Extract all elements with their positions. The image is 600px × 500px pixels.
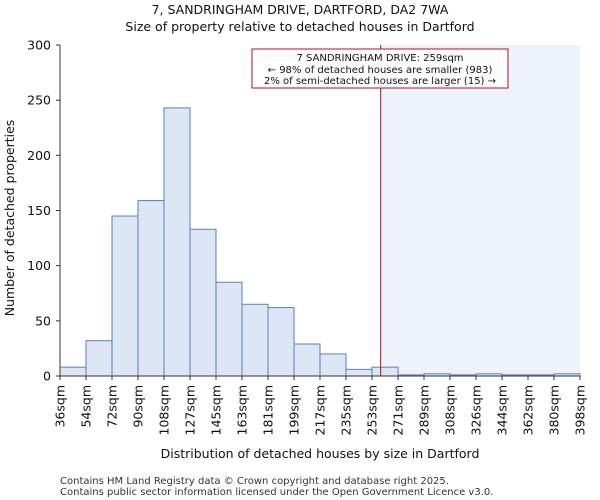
y-tick-label: 300 [27, 38, 51, 53]
x-tick-label: 253sqm [365, 385, 380, 435]
y-tick-label: 0 [43, 369, 51, 384]
footer-line-1: Contains HM Land Registry data © Crown c… [60, 476, 449, 487]
x-tick-label: 199sqm [287, 385, 302, 435]
histogram-bar [293, 343, 321, 377]
y-tick-label: 250 [27, 93, 51, 108]
x-tick-label: 380sqm [547, 385, 562, 435]
x-tick-label: 398sqm [573, 385, 588, 435]
histogram-bar [319, 353, 347, 377]
x-tick-label: 308sqm [443, 385, 458, 435]
footer-line-2: Contains public sector information licen… [60, 487, 493, 498]
x-tick-label: 145sqm [209, 385, 224, 435]
x-tick-label: 127sqm [183, 385, 198, 435]
histogram-bar [371, 366, 399, 377]
x-tick-label: 181sqm [261, 385, 276, 435]
x-tick-label: 289sqm [417, 385, 432, 435]
x-tick-label: 235sqm [339, 385, 354, 435]
annotation-line-2: ← 98% of detached houses are smaller (98… [268, 65, 493, 76]
histogram-bar [345, 368, 373, 377]
annotation-line-1: 7 SANDRINGHAM DRIVE: 259sqm [296, 53, 463, 64]
x-tick-label: 90sqm [131, 385, 146, 428]
chart-subtitle: Size of property relative to detached ho… [125, 19, 474, 34]
x-tick-label: 271sqm [391, 385, 406, 435]
x-tick-label: 163sqm [235, 385, 250, 435]
x-tick-label: 217sqm [313, 385, 328, 435]
y-tick-label: 50 [35, 313, 51, 328]
y-axis-label: Number of detached properties [2, 120, 17, 317]
histogram-bar [163, 107, 191, 377]
histogram-bar [189, 228, 217, 377]
histogram-bar [215, 281, 243, 377]
histogram-bar [111, 215, 139, 377]
histogram-bar [137, 200, 165, 377]
annotation-box: 7 SANDRINGHAM DRIVE: 259sqm ← 98% of det… [251, 48, 509, 89]
x-axis-label: Distribution of detached houses by size … [161, 446, 480, 461]
x-tick-label: 36sqm [53, 385, 68, 428]
y-tick-label: 100 [27, 258, 51, 273]
larger-region-shade [380, 45, 580, 376]
annotation-line-3: 2% of semi-detached houses are larger (1… [264, 76, 496, 87]
x-tick-label: 108sqm [157, 385, 172, 435]
histogram-bar [59, 366, 87, 377]
chart-title: 7, SANDRINGHAM DRIVE, DARTFORD, DA2 7WA [152, 2, 449, 17]
histogram-bar [267, 307, 295, 377]
y-tick-label: 150 [27, 203, 51, 218]
histogram-bar [241, 303, 269, 377]
histogram-bar [85, 340, 113, 377]
x-tick-label: 54sqm [79, 385, 94, 428]
x-tick-label: 344sqm [495, 385, 510, 435]
y-tick-label: 200 [27, 148, 51, 163]
x-tick-label: 72sqm [105, 385, 120, 428]
x-tick-label: 362sqm [521, 385, 536, 435]
x-tick-label: 326sqm [469, 385, 484, 435]
